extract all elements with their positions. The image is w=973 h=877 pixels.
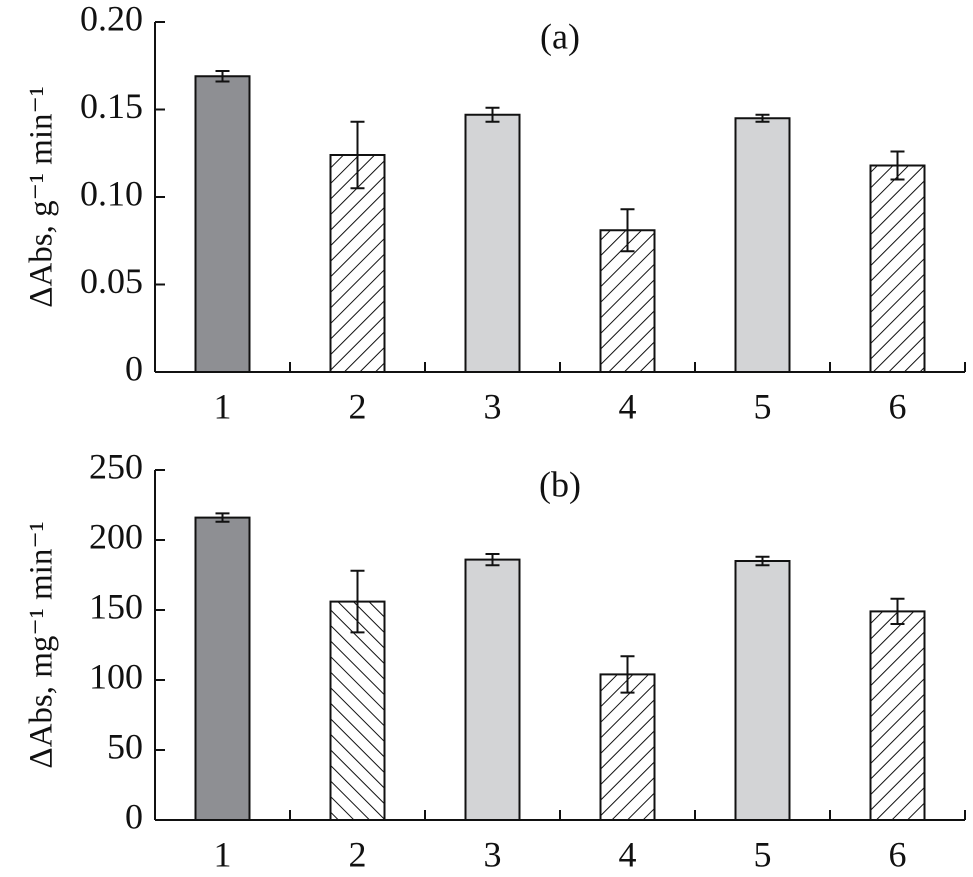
- bar: [194, 516, 251, 821]
- error-bar: [620, 208, 635, 253]
- x-tick-label: 3: [484, 834, 502, 874]
- y-tick-label: 0.05: [80, 261, 143, 301]
- y-tick-label: 0.20: [80, 0, 143, 38]
- error-bar: [755, 555, 770, 567]
- x-tick-label: 2: [349, 386, 367, 426]
- y-tick-label: 0.10: [80, 173, 143, 213]
- error-bar: [755, 113, 770, 123]
- y-tick-label: 0.15: [80, 86, 143, 126]
- x-tick-label: 6: [889, 386, 907, 426]
- y-tick-label: 200: [89, 516, 143, 556]
- y-tick-label: 250: [89, 446, 143, 486]
- x-tick-label: 6: [889, 834, 907, 874]
- error-bar: [485, 553, 500, 567]
- x-tick-label: 1: [214, 834, 232, 874]
- x-tick-label: 5: [754, 386, 772, 426]
- error-bar: [890, 150, 905, 181]
- y-tick-label: 150: [89, 586, 143, 626]
- error-bar: [215, 70, 230, 83]
- error-bar: [890, 597, 905, 625]
- error-bar: [620, 655, 635, 694]
- y-axis-label: ΔAbs, mg⁻¹ min⁻¹: [24, 521, 60, 768]
- panel-title: (b): [539, 464, 581, 504]
- x-tick-label: 3: [484, 386, 502, 426]
- bar: [464, 558, 521, 821]
- bar: [194, 75, 251, 373]
- y-axis-label: ΔAbs, g⁻¹ min⁻¹: [24, 86, 60, 308]
- bar: [329, 600, 386, 821]
- error-bar: [350, 569, 365, 634]
- bar: [464, 113, 521, 373]
- error-bar: [350, 120, 365, 190]
- x-tick-label: 2: [349, 834, 367, 874]
- bar: [869, 610, 926, 822]
- bar: [734, 560, 791, 821]
- bar: [734, 117, 791, 373]
- error-bar: [215, 512, 230, 523]
- bar: [329, 154, 386, 373]
- panel-title: (a): [540, 16, 580, 56]
- y-tick-label: 0: [125, 348, 143, 388]
- y-tick-label: 100: [89, 656, 143, 696]
- error-bar: [485, 106, 500, 123]
- bar: [599, 673, 656, 822]
- x-tick-label: 1: [214, 386, 232, 426]
- bar: [869, 164, 926, 373]
- y-tick-label: 50: [107, 726, 143, 766]
- x-tick-label: 4: [619, 386, 637, 426]
- x-tick-label: 5: [754, 834, 772, 874]
- y-tick-label: 0: [125, 796, 143, 836]
- x-tick-label: 4: [619, 834, 637, 874]
